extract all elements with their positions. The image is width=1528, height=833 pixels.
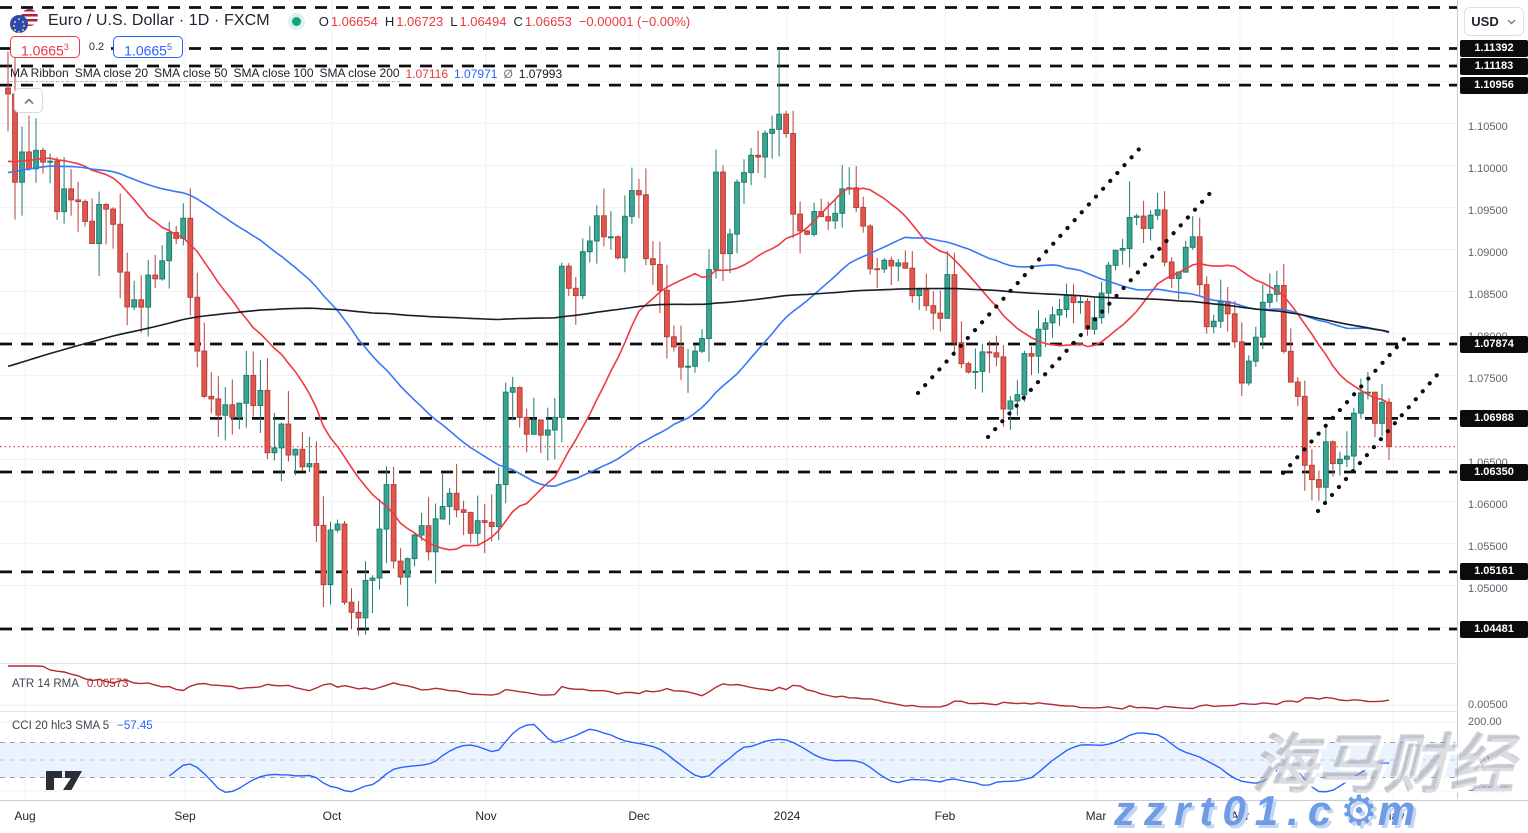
time-axis-label[interactable]: 2024	[773, 809, 801, 823]
ma100-value: Ø	[503, 67, 513, 81]
ma200-value: 1.07993	[518, 67, 563, 81]
ma-ribbon-name[interactable]: MA Ribbon	[10, 66, 69, 82]
price-level-tag: 1.04481	[1460, 621, 1528, 638]
low-value: 1.06494	[459, 13, 507, 29]
sma-50-line	[7, 165, 1390, 488]
time-axis-label[interactable]: Oct	[322, 809, 342, 823]
ma-param-200[interactable]: SMA close 200	[319, 66, 400, 82]
chevron-down-icon	[1507, 19, 1516, 25]
tradingview-logo-icon	[46, 771, 82, 790]
price-axis-label: 1.09000	[1468, 247, 1508, 259]
high-value: 1.06723	[396, 13, 444, 29]
ma-param-100[interactable]: SMA close 100	[233, 66, 314, 82]
cci-legend[interactable]: CCI 20 hlc3 SMA 5 −57.45	[12, 720, 153, 732]
ma-param-20[interactable]: SMA close 20	[74, 66, 149, 82]
atr-value: 0.00573	[86, 678, 129, 690]
ohlc-readout: O 1.06654 H 1.06723 L 1.06494 C 1.06653 −0.0…	[319, 14, 690, 29]
time-axis-label[interactable]: Feb	[934, 809, 956, 823]
atr-legend[interactable]: ATR 14 RMA 0.00573	[12, 678, 128, 690]
level-lines	[0, 6, 1457, 631]
cci-label[interactable]: CCI 20 hlc3 SMA 5	[12, 720, 110, 732]
eu-flag-icon	[10, 15, 28, 33]
close-label: C	[513, 13, 523, 29]
atr-label[interactable]: ATR 14 RMA	[12, 678, 79, 690]
price-axis-label: 1.09500	[1468, 205, 1508, 217]
sma-200-line	[7, 287, 1390, 368]
low-label: L	[450, 13, 458, 29]
price-level-tag: 1.10956	[1460, 77, 1528, 94]
collapse-legend-button[interactable]	[14, 88, 43, 113]
symbol-title[interactable]: Euro / U.S. Dollar · 1D · FXCM	[48, 12, 270, 29]
price-axis-label: 1.06000	[1468, 499, 1508, 511]
high-label: H	[384, 13, 395, 29]
eurusd-pair-icon	[10, 8, 40, 34]
currency-label: USD	[1471, 14, 1499, 29]
atr-axis-label: 0.00500	[1468, 699, 1508, 711]
ma-param-50[interactable]: SMA close 50	[154, 66, 228, 82]
time-axis-label[interactable]: Apr	[1230, 809, 1250, 823]
trendlines	[915, 145, 1440, 514]
price-axis-label: 1.10000	[1468, 163, 1508, 175]
cci-line	[168, 723, 1390, 794]
open-label: O	[318, 13, 329, 29]
price-level-tag: 1.11392	[1460, 40, 1528, 57]
price-level-tag: 1.11183	[1460, 58, 1528, 75]
cci-axis-label: 200.00	[1468, 716, 1502, 728]
market-open-dot	[291, 16, 301, 26]
time-axis-label[interactable]: Aug	[14, 809, 36, 823]
candles-layer	[5, 48, 1392, 636]
close-value: 1.06653	[524, 13, 572, 29]
sma-20-line	[7, 157, 1390, 551]
open-value: 1.06654	[330, 13, 378, 29]
time-axis-label[interactable]: Sep	[174, 809, 196, 823]
time-axis-label[interactable]: Dec	[628, 809, 650, 823]
price-axis-label: 1.08500	[1468, 289, 1508, 301]
price-level-tag: 1.06988	[1460, 410, 1528, 427]
atr-line	[8, 665, 1390, 710]
chevron-up-icon	[23, 97, 34, 104]
price-axis-label: 1.10500	[1468, 121, 1508, 133]
price-chart-svg[interactable]	[0, 0, 1457, 799]
panel-separator-cci[interactable]	[0, 711, 1528, 712]
time-axis-label[interactable]: May	[1381, 809, 1405, 823]
ma50-value: 1.07971	[454, 67, 498, 81]
price-axis[interactable]: 1.105001.100001.095001.090001.085001.080…	[1457, 0, 1528, 799]
time-axis-label[interactable]: Mar	[1085, 809, 1107, 823]
cci-axis-label: 0.00	[1468, 754, 1490, 766]
price-axis-label: 1.05500	[1468, 541, 1508, 553]
sell-bid-button[interactable]: 1.06653	[10, 36, 80, 59]
price-level-tag: 1.07874	[1460, 336, 1528, 353]
price-axis-label: 1.07500	[1468, 373, 1508, 385]
cci-value: −57.45	[117, 720, 153, 732]
bid-ask-row: 1.06653 0.2 1.06655	[10, 36, 183, 59]
chart-header: Euro / U.S. Dollar · 1D · FXCM O 1.06654 …	[10, 8, 690, 34]
spread-value: 0.2	[81, 39, 112, 55]
time-axis-label[interactable]: Nov	[475, 809, 497, 823]
tradingview-logo[interactable]	[44, 768, 90, 797]
ma-ribbon-legend[interactable]: MA Ribbon SMA close 20 SMA close 50 SMA …	[10, 66, 562, 82]
buy-ask-button[interactable]: 1.06655	[113, 36, 183, 59]
cci-axis-label: −200.00	[1468, 785, 1509, 797]
change-value: −0.00001 (−0.00%)	[578, 13, 691, 29]
time-axis[interactable]: Aug Sep Oct Nov Dec 2024 Feb Mar Apr May	[0, 800, 1528, 833]
currency-dropdown[interactable]: USD	[1464, 7, 1524, 36]
price-level-tag: 1.05161	[1460, 563, 1528, 580]
price-level-tag: 1.06350	[1460, 464, 1528, 481]
ma20-value: 1.07116	[405, 67, 449, 81]
cci-band	[0, 742, 1457, 778]
price-axis-label: 1.05000	[1468, 583, 1508, 595]
panel-separator-atr[interactable]	[0, 663, 1528, 664]
